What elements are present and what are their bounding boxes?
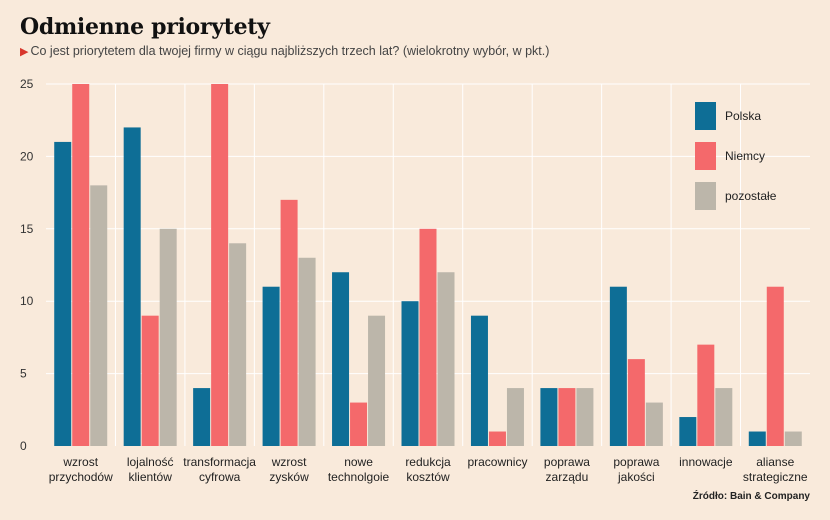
legend-swatch-pozostałe [695, 182, 716, 210]
x-category-label-line: wzrost [271, 455, 307, 469]
bar-pozostałe [368, 315, 386, 446]
bar-niemcy [488, 431, 506, 446]
x-category-label-line: pracownicy [467, 455, 527, 469]
y-tick-label: 20 [20, 149, 34, 163]
x-category-label-line: poprawa [613, 455, 659, 469]
x-category-label: redukcja kosztów [405, 455, 451, 484]
bar-pozostałe [506, 388, 524, 446]
bar-pozostałe [229, 243, 247, 446]
bar-niemcy [350, 402, 368, 446]
legend-label: pozostałe [725, 189, 777, 203]
x-category-label-line: zysków [269, 470, 309, 484]
bar-pozostałe [298, 257, 316, 446]
bar-niemcy [766, 286, 784, 446]
x-category-label-line: zarządu [546, 470, 589, 484]
x-category-label: wzrost przychodów [49, 455, 113, 484]
bar-pozostałe [645, 402, 663, 446]
y-tick-label: 15 [20, 222, 34, 236]
bar-polska [748, 431, 766, 446]
chart-title: Odmienne priorytety [20, 14, 270, 40]
bar-niemcy [558, 388, 576, 446]
bar-polska [401, 301, 419, 446]
bar-pozostałe [90, 185, 108, 447]
chart-subtitle-text: Co jest priorytetem dla twojej firmy w c… [30, 44, 550, 58]
x-category-label: alianse strategiczne [743, 455, 808, 484]
x-category-label: transformacja cyfrowa [183, 455, 256, 484]
x-category-label-line: klientów [129, 470, 173, 484]
x-category-label-line: lojalność [127, 455, 174, 469]
bar-polska [679, 417, 697, 446]
bar-polska [609, 286, 627, 446]
x-category-label-line: strategiczne [743, 470, 808, 484]
subtitle-arrow-icon: ▶ [20, 46, 29, 58]
y-tick-label: 5 [20, 367, 27, 381]
bar-niemcy [141, 315, 159, 446]
x-category-label: lojalność klientów [127, 455, 174, 484]
x-category-label: poprawa jakości [613, 455, 659, 484]
x-category-label: nowe technolgoie [328, 455, 390, 484]
legend-label: Polska [725, 109, 761, 123]
x-category-label-line: redukcja [405, 455, 451, 469]
bar-polska [470, 315, 488, 446]
bar-polska [193, 388, 211, 446]
x-category-label-line: technolgoie [328, 470, 390, 484]
bar-niemcy [627, 359, 645, 446]
x-category-label-line: przychodów [49, 470, 113, 484]
bar-niemcy [697, 344, 715, 446]
legend-label: Niemcy [725, 149, 765, 163]
bar-polska [54, 141, 72, 447]
bar-pozostałe [437, 272, 455, 446]
y-tick-label: 10 [20, 294, 34, 308]
bar-polska [540, 388, 558, 446]
legend-swatch-niemcy [695, 142, 716, 170]
chart-subtitle: ▶ Co jest priorytetem dla twojej firmy w … [20, 44, 549, 58]
x-category-label: poprawa zarządu [544, 455, 590, 484]
bar-niemcy [419, 228, 437, 446]
x-category-label-line: nowe [344, 455, 373, 469]
y-tick-label: 25 [20, 77, 34, 91]
chart-source: Źródło: Bain & Company [692, 491, 810, 502]
bar-pozostałe [576, 388, 594, 446]
y-tick-label: 0 [20, 439, 27, 453]
bar-pozostałe [159, 228, 177, 446]
x-category-label-line: alianse [756, 455, 794, 469]
legend-swatch-polska [695, 102, 716, 130]
bar-pozostałe [784, 431, 802, 446]
x-category-label-line: jakości [617, 470, 655, 484]
x-category-label-line: kosztów [406, 470, 450, 484]
x-category-label-line: transformacja [183, 455, 256, 469]
bar-polska [262, 286, 280, 446]
bar-polska [123, 127, 141, 446]
bar-niemcy [211, 84, 229, 446]
x-category-label-line: poprawa [544, 455, 590, 469]
x-category-label: wzrost zysków [269, 455, 309, 484]
bar-polska [332, 272, 350, 446]
bar-niemcy [72, 84, 90, 446]
x-category-label: innowacje [679, 455, 733, 469]
bar-niemcy [280, 199, 298, 446]
bar-pozostałe [715, 388, 733, 446]
x-category-label-line: cyfrowa [199, 470, 241, 484]
x-category-label: pracownicy [467, 455, 527, 469]
x-category-label-line: wzrost [62, 455, 98, 469]
x-category-label-line: innowacje [679, 455, 733, 469]
